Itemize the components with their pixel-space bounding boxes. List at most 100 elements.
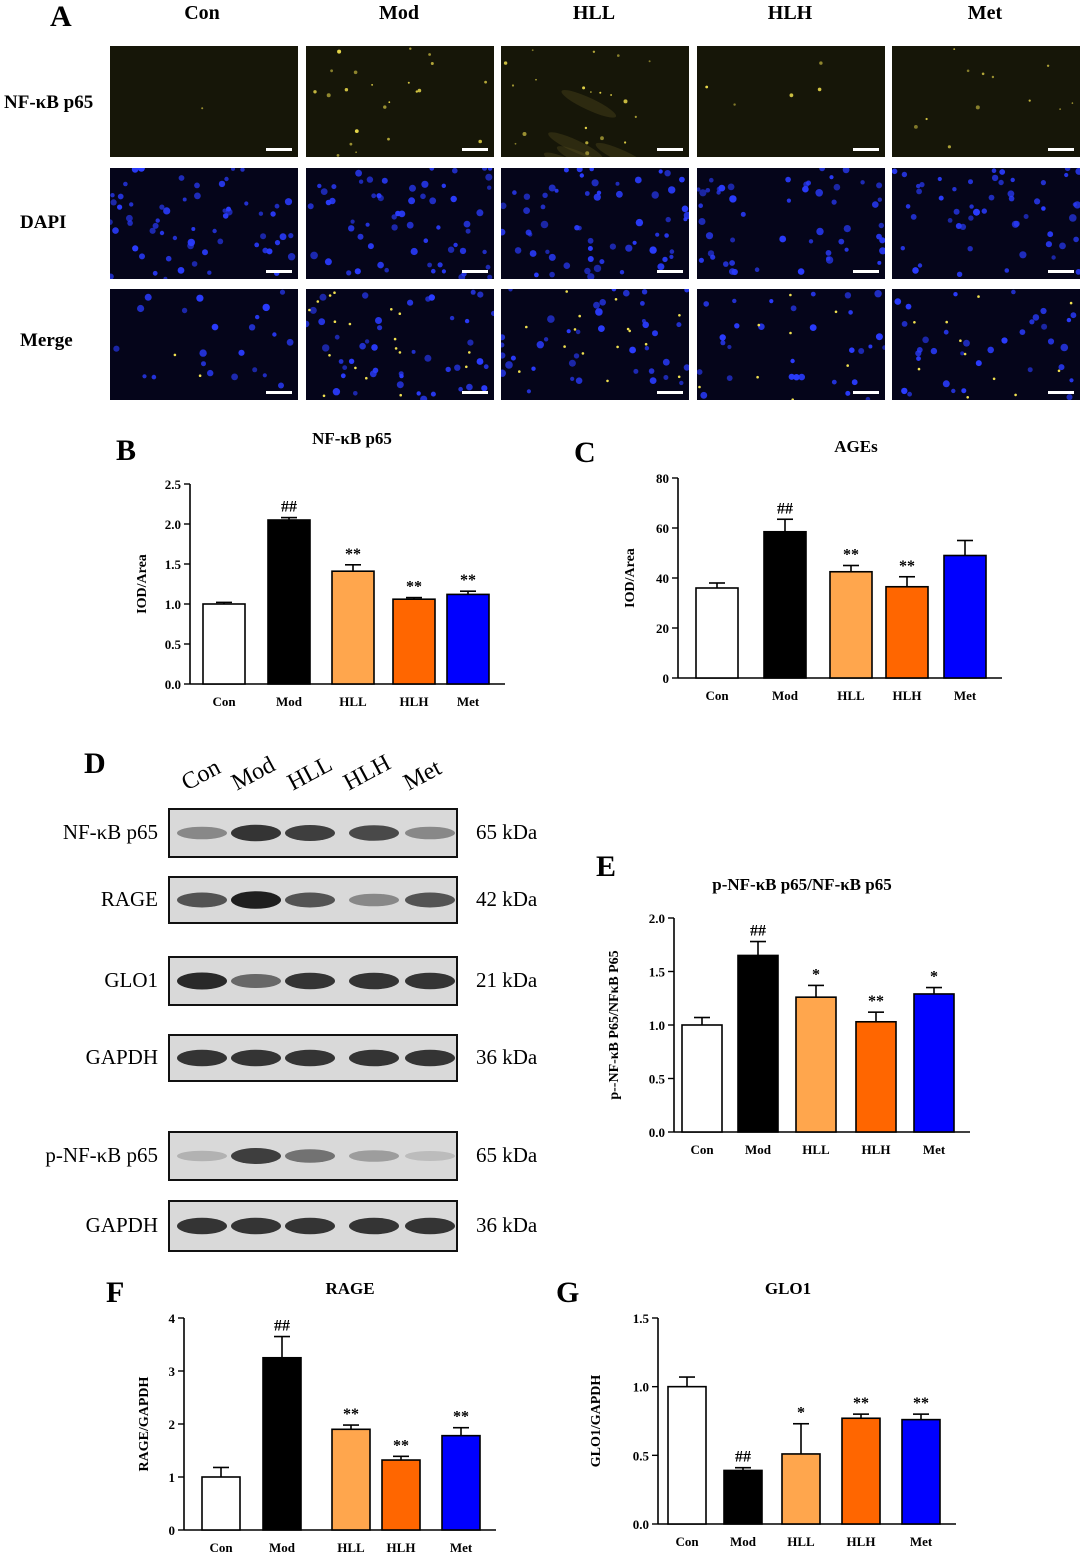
chart-g-glo1: G GLO1 0.0 0.5 1.0 1.5 GLO1/GAPDH Con Mod ## HLL * H… [556,1276,956,1549]
y-axis-label: RAGE/GAPDH [137,1376,152,1471]
x-tick-label: Met [910,1534,933,1549]
panel-letter: C [574,436,596,469]
x-tick-label: Con [209,1540,233,1555]
significance-mark-hll: ** [343,1406,359,1423]
y-tick-label: 1.0 [633,1380,649,1395]
bar-hlh [855,1020,897,1133]
panel-letter: B [116,434,136,467]
chart-title: GLO1 [765,1279,811,1298]
scale-bar [853,270,879,273]
significance-mark-hlh: ** [406,579,422,596]
scale-bar [657,270,683,273]
y-tick-label: 1.5 [649,965,666,980]
blot-kda-label: 65 kDa [476,1143,538,1167]
bar-mod [763,530,807,679]
y-axis-label: IOD/Area [135,554,150,614]
bar-met [441,1434,481,1531]
panel-a-letter: A [50,0,72,33]
bar-met [943,554,987,679]
blot-kda-label: 36 kDa [476,1213,538,1237]
blot-label: NF-κB p65 [62,820,158,844]
micrograph-nf-b-p65-met [892,46,1080,157]
blot-glo1-2 [168,956,458,1006]
y-tick-label: 20 [656,621,669,636]
significance-mark-met: ** [460,572,476,589]
x-tick-label: Mod [772,688,799,703]
x-tick-label: Con [705,688,729,703]
scale-bar [657,148,683,151]
bar-con [681,1024,723,1133]
blot-gapdh-3 [168,1034,458,1082]
significance-mark-mod: ## [274,1318,290,1335]
bar-hll [331,570,375,685]
y-tick-label: 0.5 [165,637,182,652]
x-tick-label: HLH [387,1540,416,1555]
chart-f-rage: F RAGE 0 1 2 3 4 RAGE/GAPDH Con Mod ## HLL ** HLH ** Me… [106,1276,496,1555]
x-tick-label: HLL [787,1534,815,1549]
column-header-mod: Mod [379,2,419,24]
x-tick-label: HLL [337,1540,365,1555]
significance-mark-hll: * [812,966,820,983]
blot-label: GAPDH [85,1045,158,1069]
bar-mod [723,1469,763,1525]
row-label-dapi: DAPI [20,212,67,233]
blot-rage-1 [168,876,458,924]
y-tick-label: 0.5 [633,1448,650,1463]
y-tick-label: 2 [169,1417,176,1432]
significance-mark-hlh: ** [853,1395,869,1412]
scale-bar [462,391,488,394]
y-tick-label: 1.5 [633,1311,650,1326]
x-tick-label: Met [954,688,977,703]
significance-mark-met: ** [453,1409,469,1426]
x-tick-label: Mod [730,1534,757,1549]
blot-label: RAGE [100,887,158,911]
blot-label: p-NF-κB p65 [45,1143,158,1167]
y-tick-label: 3 [169,1364,176,1379]
blot-kda-label: 21 kDa [476,968,538,992]
significance-mark-hll: ** [345,546,361,563]
x-tick-label: Mod [276,694,303,709]
chart-title: NF-κB p65 [312,429,392,448]
y-tick-label: 0.0 [649,1125,665,1140]
significance-mark-mod: ## [750,923,766,940]
x-tick-label: Mod [745,1142,772,1157]
y-tick-label: 1.5 [165,557,182,572]
y-tick-label: 2.5 [165,477,182,492]
chart-b-nfkb-p65: B NF-κB p65 0.0 0.5 1.0 1.5 2.0 2.5 IOD/Area Con M… [116,429,505,709]
blot-kda-label: 36 kDa [476,1045,538,1069]
y-axis-label: p--NF-κB P65/NFκB P65 [607,950,622,1099]
lane-label-mod: Mod [227,751,280,797]
micrograph-merge-mod [306,289,494,400]
column-header-con: Con [184,2,220,24]
column-header-hlh: HLH [767,2,813,24]
panel-d-letter: D [84,747,106,780]
significance-mark-mod: ## [281,499,297,516]
bar-hll [781,1453,821,1525]
micrograph-nf-b-p65-con [110,46,298,157]
y-tick-label: 0 [663,671,670,686]
scale-bar [657,391,683,394]
y-tick-label: 2.0 [165,517,181,532]
blot-gapdh-5 [168,1200,458,1252]
micrograph-nf-b-p65-hll [501,46,689,157]
significance-mark-mod: ## [777,500,793,517]
bar-hll [829,570,873,679]
lane-label-con: Con [177,754,225,797]
x-tick-label: Met [923,1142,946,1157]
micrograph-dapi-mod [306,168,494,279]
y-tick-label: 60 [656,521,669,536]
bar-hll [331,1428,371,1531]
y-tick-label: 0.0 [633,1517,649,1532]
blot-label: GAPDH [85,1213,158,1237]
significance-mark-hlh: ** [868,993,884,1010]
scale-bar [1048,391,1074,394]
micrograph-merge-con [110,289,298,400]
lane-label-hlh: HLH [339,750,396,797]
column-header-hll: HLL [572,2,616,24]
lane-label-met: Met [399,755,446,797]
panel-letter: E [596,850,616,883]
y-tick-label: 40 [656,571,669,586]
y-tick-label: 1.0 [165,597,181,612]
blot-kda-label: 42 kDa [476,887,538,911]
significance-mark-hlh: ** [899,558,915,575]
